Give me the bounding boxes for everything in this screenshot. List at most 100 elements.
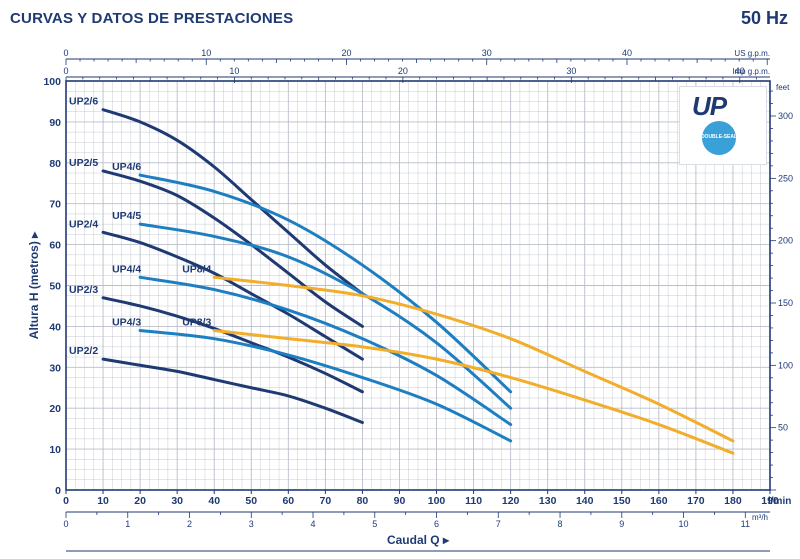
curve-up2-5 [101,169,364,328]
curve-up4-3 [138,328,513,443]
x-tick-label: 130 [539,495,557,507]
curve-up2-4 [101,230,364,361]
m3h-tick-label: 3 [249,519,254,529]
x-unit-label: l/min [768,496,791,507]
x-tick-label: 160 [650,495,668,507]
x-tick-label: 150 [613,495,631,507]
axes [65,58,776,552]
impgpm-axis-tick-label: 0 [63,66,68,76]
curve-label-up2-4: UP2/4 [69,218,98,230]
curve-label-up4-6: UP4/6 [112,161,141,173]
m3h-tick-label: 11 [741,519,750,529]
y-tick-label: 10 [49,444,61,456]
logo-wordmark: UP [692,91,727,121]
x-tick-label: 180 [724,495,742,507]
x-tick-label: 170 [687,495,705,507]
m3h-tick-label: 8 [558,519,563,529]
y-axis-title: Altura H (metros) ▸ [27,231,41,339]
m3h-tick-label: 7 [496,519,501,529]
feet-tick-label: 200 [778,236,793,246]
y-tick-label: 70 [49,199,61,211]
curve-up8-3 [212,328,735,455]
y-tick-label: 30 [49,362,61,374]
y-tick-label: 0 [55,485,61,497]
impgpm-axis-tick-label: 30 [566,66,576,76]
curve-label-up2-2: UP2/2 [69,345,98,357]
x-tick-label: 30 [171,495,183,507]
curve-label-up4-4: UP4/4 [112,263,141,275]
y-tick-label: 100 [43,76,61,88]
curve-up4-6 [138,173,513,394]
m3h-tick-label: 2 [187,519,192,529]
x-tick-label: 110 [465,495,482,507]
usgpm-axis-tick-label: 10 [201,48,211,58]
curve-up2-2 [101,357,364,425]
usgpm-axis-tick-label: 20 [341,48,351,58]
x-tick-label: 60 [282,495,294,507]
curve-labels: UP2/6 UP2/5 UP2/4 UP2/3 UP2/2 UP4/6 UP4/5 UP4/4… [69,96,212,357]
feet-tick-label: 300 [778,111,793,121]
feet-unit-label: feet [776,83,790,92]
y-tick-label: 20 [49,403,61,415]
usgpm-axis-unit-label: US g.p.m. [734,49,770,58]
curve-label-up8-3: UP8/3 [182,316,211,328]
usgpm-axis-tick-label: 30 [482,48,492,58]
x-tick-label: 50 [245,495,257,507]
curve-label-up4-5: UP4/5 [112,210,141,222]
x-tick-label: 100 [428,495,446,507]
m3h-tick-label: 1 [125,519,130,529]
impgpm-axis-tick-label: 40 [735,66,745,76]
y-tick-label: 40 [49,321,61,333]
grid [65,80,771,491]
impgpm-axis-tick-label: 10 [229,66,239,76]
x-tick-label: 80 [357,495,369,507]
x-tick-label: 140 [576,495,594,507]
y-tick-label: 80 [49,158,61,170]
frequency-label: 50 Hz [740,8,788,28]
curve-label-up4-3: UP4/3 [112,316,141,328]
x-tick-label: 190 [761,495,779,507]
x-tick-label: 120 [502,495,520,507]
x-axis-title: Caudal Q ▸ [387,533,450,547]
x-tick-label: 20 [134,495,146,507]
m3h-unit-label: m³/h [752,513,768,522]
feet-tick-label: 100 [778,360,793,370]
page-title: CURVAS Y DATOS DE PRESTACIONES [10,10,294,27]
usgpm-axis-tick-label: 0 [63,48,68,58]
curve-label-up2-3: UP2/3 [69,284,98,296]
x-tick-label: 70 [320,495,332,507]
y-tick-label: 60 [49,240,61,252]
x-tick-label: 10 [97,495,109,507]
plot-frame [65,80,771,491]
feet-tick-label: 150 [778,298,793,308]
m3h-tick-label: 9 [619,519,624,529]
x-tick-label: 90 [394,495,406,507]
impgpm-axis-unit-label: Imp g.p.m. [732,67,770,76]
double-seal-icon [702,121,736,155]
x-tick-label: 40 [208,495,220,507]
curves [101,108,735,455]
usgpm-axis-tick-label: 40 [622,48,632,58]
curve-label-up8-4: UP8/4 [182,263,211,275]
curve-up4-5 [138,222,513,410]
y-tick-label: 90 [49,117,61,129]
m3h-tick-label: 10 [679,519,689,529]
m3h-tick-label: 6 [434,519,439,529]
m3h-tick-label: 0 [63,519,68,529]
x-tick-label: 0 [63,495,69,507]
curve-up4-4 [138,275,513,427]
y-tick-label: 50 [49,281,61,293]
feet-tick-label: 250 [778,173,793,183]
brand-logo: UP DOUBLE-SEAL [679,86,767,165]
curve-up2-6 [101,108,364,296]
m3h-tick-label: 5 [372,519,377,529]
curve-up8-4 [212,275,735,443]
curve-label-up2-5: UP2/5 [69,157,98,169]
m3h-tick-label: 4 [311,519,316,529]
curve-label-up2-6: UP2/6 [69,96,98,108]
logo-badge-label: DOUBLE-SEAL [700,134,738,140]
feet-tick-label: 50 [778,423,788,433]
impgpm-axis-tick-label: 20 [398,66,408,76]
curve-up2-3 [101,296,364,394]
